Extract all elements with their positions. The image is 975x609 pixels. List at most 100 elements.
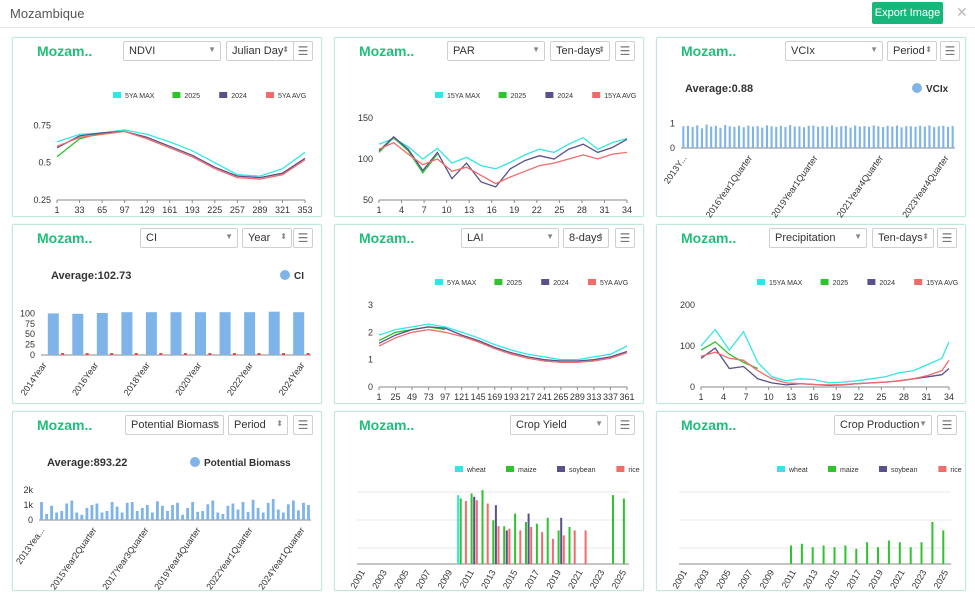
bar[interactable] [110,502,114,520]
bar-maize[interactable] [525,522,527,564]
legend-label[interactable]: 2025 [506,280,522,287]
menu-icon[interactable]: ☰ [615,228,635,248]
bar[interactable] [928,125,931,148]
bar[interactable] [100,512,104,521]
bar[interactable] [140,508,144,520]
bar-rice[interactable] [551,538,554,564]
bar[interactable] [80,514,84,521]
legend-label[interactable]: 2025 [511,93,527,100]
bar[interactable] [858,126,861,148]
bar[interactable] [292,500,295,521]
bar-maize[interactable] [811,547,814,564]
bar-rice[interactable] [508,528,511,564]
bar[interactable] [784,127,787,148]
series-line-5ya-max[interactable] [378,323,628,361]
bar[interactable] [297,510,300,521]
bar[interactable] [779,125,782,148]
bar[interactable] [761,127,764,148]
bar[interactable] [195,312,206,355]
legend-label[interactable]: 2025 [184,93,200,100]
bar[interactable] [849,127,852,148]
bar[interactable] [60,511,64,520]
bar-maize[interactable] [942,530,945,564]
bar-maize[interactable] [844,545,847,565]
legend-label[interactable]: 15YA MAX [447,93,481,100]
bar[interactable] [724,125,727,148]
bar[interactable] [923,126,926,148]
bar[interactable] [817,126,820,148]
legend-label[interactable]: 5YA AVG [600,280,628,287]
bar-soybean[interactable] [473,496,476,564]
bar[interactable] [120,512,124,521]
bar[interactable] [886,125,889,148]
legend-label[interactable]: 2024 [879,280,895,287]
bar[interactable] [281,512,285,521]
bar[interactable] [738,125,741,148]
series-line-15ya-avg[interactable] [700,351,950,386]
bar[interactable] [293,312,305,355]
bar[interactable] [90,505,94,520]
legend-label[interactable]: 5YA AVG [278,93,306,100]
indicator-select[interactable]: Potential Biomass ▼ [125,415,224,435]
legend-label[interactable]: Potential Biomass [204,458,291,469]
series-line-2025[interactable] [56,130,125,158]
indicator-select[interactable]: PAR ▼ [447,41,545,61]
bar[interactable] [914,126,917,148]
series-line-2024[interactable] [56,130,306,179]
bar[interactable] [256,508,260,520]
bar[interactable] [710,126,713,148]
bar-maize[interactable] [822,545,825,565]
legend-label[interactable]: 5YA MAX [447,280,477,287]
bar[interactable] [201,511,205,520]
legend-label[interactable]: wheat [788,467,808,474]
bar-maize[interactable] [535,523,538,564]
bar-maize[interactable] [470,493,473,564]
bar-maize[interactable] [790,545,792,565]
bar[interactable] [55,512,58,521]
bar-maize[interactable] [557,530,560,564]
bar[interactable] [803,127,806,148]
bar[interactable] [145,312,157,355]
legend-label[interactable]: 15YA MAX [769,280,803,287]
bar-rice[interactable] [486,503,489,565]
period-select[interactable]: Period ⬍ [228,415,288,435]
series-line-15ya-max[interactable] [700,328,950,384]
bar[interactable] [40,502,43,520]
bar[interactable] [196,511,200,521]
bar-maize[interactable] [887,540,890,565]
bar-rice[interactable] [464,501,467,564]
bar[interactable] [905,126,908,148]
series-line-2024[interactable] [378,326,628,362]
bar[interactable] [246,511,250,521]
bar[interactable] [942,125,945,148]
series-line-5ya-avg[interactable] [56,130,306,180]
bar[interactable] [47,313,59,355]
bar[interactable] [206,504,210,521]
legend-label[interactable]: 15YA AVG [604,93,636,100]
bar[interactable] [891,126,894,148]
bar[interactable] [789,125,792,148]
bar[interactable] [714,125,717,148]
bar[interactable] [96,313,108,355]
bar-maize[interactable] [503,526,506,564]
bar[interactable] [186,508,189,520]
period-select[interactable]: Julian Day ⬍ [226,41,294,61]
bar[interactable] [770,126,773,148]
bar[interactable] [756,126,759,148]
close-icon[interactable]: ✕ [956,4,968,20]
bar[interactable] [115,506,119,521]
legend-label[interactable]: 2024 [231,93,247,100]
bar-maize[interactable] [568,527,571,564]
bar-rice[interactable] [530,527,533,564]
bar[interactable] [826,126,829,148]
menu-icon[interactable]: ☰ [615,415,635,435]
bar[interactable] [947,126,950,148]
legend-label[interactable]: rice [628,467,639,474]
legend-label[interactable]: 2024 [553,280,569,287]
legend-label[interactable]: 15YA AVG [926,280,958,287]
bar[interactable] [266,502,270,521]
bar[interactable] [798,126,801,148]
bar[interactable] [50,505,53,521]
bar-maize[interactable] [855,548,858,564]
bar-maize[interactable] [877,547,879,564]
